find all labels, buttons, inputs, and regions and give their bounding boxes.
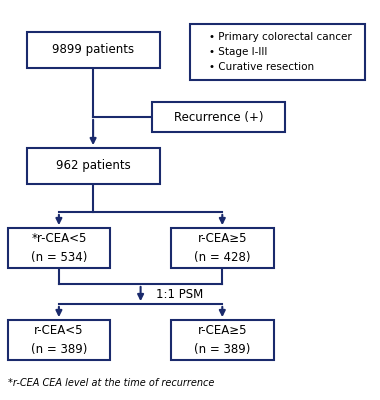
FancyBboxPatch shape xyxy=(152,102,285,132)
Text: Recurrence (+): Recurrence (+) xyxy=(174,110,263,124)
Text: *r-CEA CEA level at the time of recurrence: *r-CEA CEA level at the time of recurren… xyxy=(8,378,214,388)
FancyBboxPatch shape xyxy=(8,228,110,268)
FancyBboxPatch shape xyxy=(171,320,274,360)
FancyBboxPatch shape xyxy=(190,24,365,80)
FancyBboxPatch shape xyxy=(27,148,160,184)
Text: *r-CEA<5
(n = 534): *r-CEA<5 (n = 534) xyxy=(31,232,87,264)
Text: r-CEA<5
(n = 389): r-CEA<5 (n = 389) xyxy=(31,324,87,356)
Text: r-CEA≥5
(n = 389): r-CEA≥5 (n = 389) xyxy=(194,324,250,356)
FancyBboxPatch shape xyxy=(171,228,274,268)
Text: 962 patients: 962 patients xyxy=(56,160,130,172)
Text: 9899 patients: 9899 patients xyxy=(52,44,134,56)
Text: 1:1 PSM: 1:1 PSM xyxy=(156,288,203,300)
Text: • Primary colorectal cancer
• Stage I-III
• Curative resection: • Primary colorectal cancer • Stage I-II… xyxy=(209,32,352,72)
Text: r-CEA≥5
(n = 428): r-CEA≥5 (n = 428) xyxy=(194,232,250,264)
FancyBboxPatch shape xyxy=(27,32,160,68)
FancyBboxPatch shape xyxy=(8,320,110,360)
